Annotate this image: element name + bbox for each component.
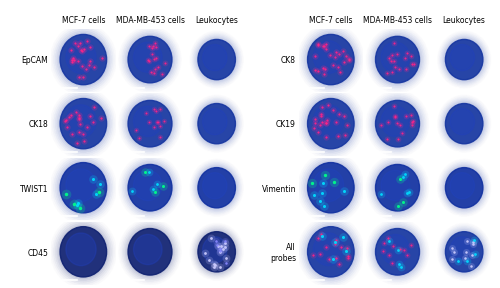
Ellipse shape (376, 229, 420, 275)
Ellipse shape (202, 237, 227, 263)
Ellipse shape (450, 109, 474, 135)
Ellipse shape (128, 164, 172, 211)
Ellipse shape (306, 97, 356, 151)
Ellipse shape (381, 106, 410, 137)
Ellipse shape (450, 237, 474, 263)
Ellipse shape (444, 230, 484, 273)
Ellipse shape (66, 41, 96, 73)
Ellipse shape (444, 102, 484, 145)
Ellipse shape (198, 103, 235, 144)
Ellipse shape (450, 173, 474, 199)
Ellipse shape (381, 170, 410, 200)
Ellipse shape (196, 38, 236, 81)
Text: TWIST1: TWIST1 (20, 185, 48, 194)
Ellipse shape (60, 34, 106, 85)
Ellipse shape (134, 42, 162, 72)
Ellipse shape (374, 227, 421, 277)
Ellipse shape (134, 234, 162, 265)
Ellipse shape (126, 163, 174, 213)
Ellipse shape (446, 39, 483, 80)
Ellipse shape (376, 101, 420, 147)
Text: Leukocytes: Leukocytes (442, 16, 486, 25)
Ellipse shape (446, 232, 483, 272)
Ellipse shape (60, 162, 106, 213)
Ellipse shape (306, 225, 356, 279)
Ellipse shape (202, 173, 227, 199)
Text: CK18: CK18 (29, 120, 48, 129)
Ellipse shape (198, 39, 235, 80)
Text: MCF-7 cells: MCF-7 cells (62, 16, 105, 25)
Ellipse shape (128, 101, 172, 147)
Ellipse shape (58, 97, 108, 151)
Ellipse shape (134, 170, 162, 200)
Ellipse shape (66, 169, 96, 202)
Ellipse shape (308, 98, 354, 149)
Ellipse shape (444, 38, 484, 81)
Ellipse shape (60, 98, 106, 149)
Ellipse shape (66, 233, 96, 266)
Ellipse shape (66, 105, 96, 137)
Ellipse shape (314, 169, 344, 202)
Ellipse shape (374, 35, 421, 84)
Text: CD45: CD45 (28, 249, 48, 257)
Ellipse shape (126, 227, 174, 277)
Ellipse shape (314, 41, 344, 73)
Ellipse shape (58, 33, 108, 86)
Ellipse shape (381, 234, 410, 265)
Ellipse shape (134, 106, 162, 137)
Ellipse shape (196, 230, 236, 273)
Ellipse shape (446, 103, 483, 144)
Ellipse shape (128, 229, 172, 275)
Text: All
probes: All probes (270, 243, 296, 263)
Ellipse shape (376, 164, 420, 211)
Ellipse shape (444, 166, 484, 209)
Ellipse shape (376, 36, 420, 83)
Text: CK8: CK8 (281, 56, 296, 65)
Ellipse shape (58, 161, 108, 215)
Ellipse shape (374, 99, 421, 149)
Text: MDA-MB-453 cells: MDA-MB-453 cells (363, 16, 432, 25)
Ellipse shape (381, 42, 410, 72)
Ellipse shape (198, 232, 235, 272)
Ellipse shape (198, 168, 235, 208)
Ellipse shape (128, 36, 172, 83)
Ellipse shape (58, 225, 108, 279)
Text: EpCAM: EpCAM (22, 56, 48, 65)
Ellipse shape (306, 33, 356, 86)
Text: Vimentin: Vimentin (262, 185, 296, 194)
Ellipse shape (126, 99, 174, 149)
Text: MCF-7 cells: MCF-7 cells (309, 16, 352, 25)
Text: CK19: CK19 (276, 120, 296, 129)
Ellipse shape (202, 109, 227, 135)
Ellipse shape (196, 102, 236, 145)
Ellipse shape (450, 44, 474, 71)
Ellipse shape (314, 105, 344, 137)
Ellipse shape (202, 44, 227, 71)
Text: Leukocytes: Leukocytes (195, 16, 238, 25)
Ellipse shape (314, 233, 344, 266)
Text: MDA-MB-453 cells: MDA-MB-453 cells (116, 16, 184, 25)
Ellipse shape (308, 162, 354, 213)
Ellipse shape (196, 166, 236, 209)
Ellipse shape (308, 227, 354, 277)
Ellipse shape (308, 34, 354, 85)
Ellipse shape (306, 161, 356, 215)
Ellipse shape (126, 35, 174, 84)
Ellipse shape (374, 163, 421, 213)
Ellipse shape (446, 168, 483, 208)
Ellipse shape (60, 227, 106, 277)
